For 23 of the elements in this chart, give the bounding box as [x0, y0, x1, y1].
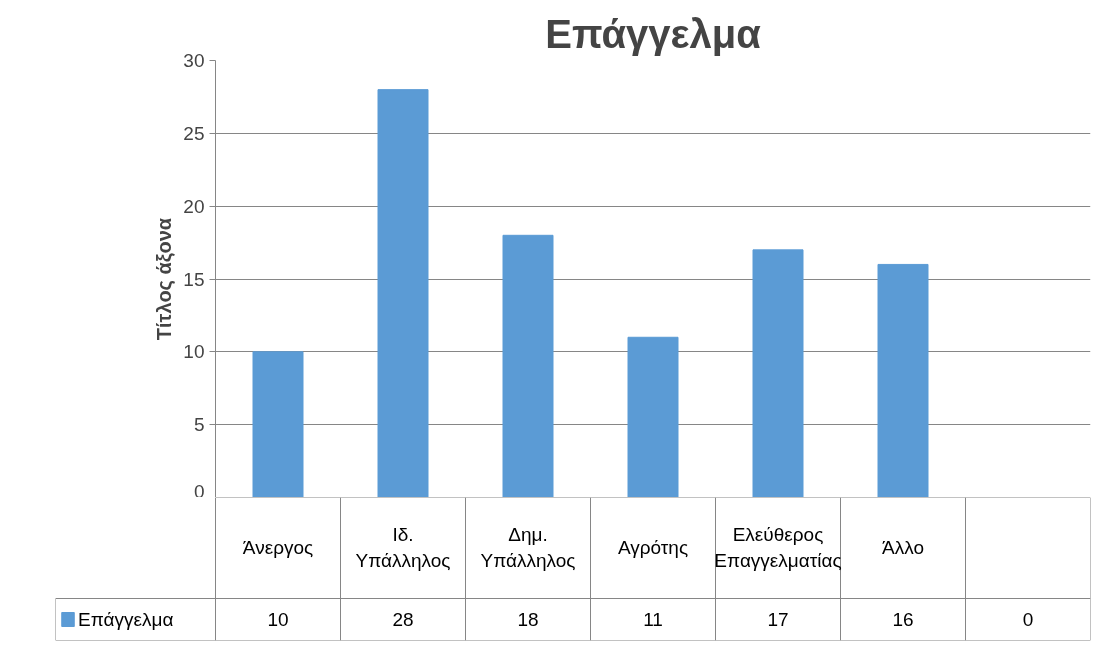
- x-tick-label: Άλλο: [882, 537, 924, 558]
- chart-title: Επάγγελμα: [545, 11, 762, 56]
- data-label: 28: [392, 609, 414, 630]
- y-tick-label: 10: [183, 341, 205, 363]
- legend-label: Επάγγελμα: [78, 609, 174, 630]
- data-label: 17: [767, 609, 789, 630]
- data-label: 16: [892, 609, 914, 630]
- y-tick-label: 30: [183, 50, 205, 71]
- y-tick-label: 15: [183, 268, 205, 290]
- y-axis-title: Τίτλος άξονα: [153, 217, 176, 341]
- y-tick-label: 5: [193, 414, 205, 436]
- y-tick-label: 25: [183, 122, 205, 144]
- data-label: 11: [643, 609, 663, 630]
- y-tick-label: 20: [183, 195, 205, 217]
- data-label: 0: [1022, 609, 1034, 630]
- x-tick-label: Δημ. Υπάλληλος: [480, 523, 576, 572]
- data-label: 10: [267, 609, 289, 630]
- x-tick-label: Αγρότης: [617, 537, 689, 558]
- x-tick-label: Ιδ. Υπάλληλος: [355, 523, 451, 572]
- y-tick-label: 0: [193, 480, 205, 502]
- data-label: 18: [517, 609, 539, 630]
- x-tick-label: Άνεργος: [242, 537, 314, 558]
- x-tick-label: Ελεύθερος Επαγγελματίας: [714, 523, 842, 572]
